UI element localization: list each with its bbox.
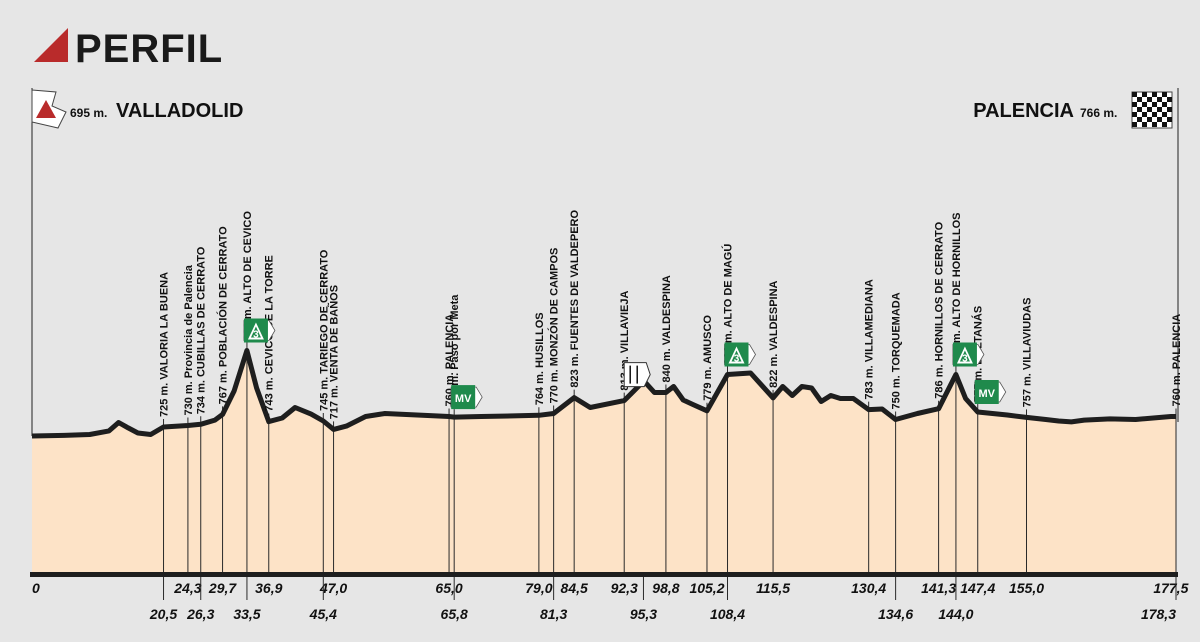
marker-label: 980 m. ALTO DE CEVICO — [242, 211, 254, 341]
marker-label: 900 m. ALTO DE MAGÚ — [722, 244, 735, 365]
marker-label: 822 m. VALDESPINA — [768, 280, 780, 387]
km-label-top: 29,7 — [208, 580, 237, 596]
finish-city: PALENCIA — [973, 100, 1074, 122]
marker-label: 730 m. Provincia de Palencia — [183, 264, 195, 415]
badge-text: MV — [978, 388, 995, 400]
km-label-top: 141,3 — [921, 580, 956, 596]
badge-text: 3 — [734, 354, 740, 365]
km-ticks-bottom: 20,5 26,3 33,5 45,4 65,8 81,3 95,3 108,4 134,6 14… — [149, 577, 1177, 622]
header: PERFIL — [34, 27, 223, 71]
badges: 3 MV 3 3 MV — [243, 318, 1007, 410]
x-axis: 0 24,3 29,7 36,9 47,0 65,0 79,0 84,5 92,3 98,8 105… — [30, 572, 1189, 622]
km-label-bottom: 95,3 — [630, 606, 657, 622]
badge-text: 3 — [962, 354, 968, 365]
page-title: PERFIL — [75, 27, 223, 71]
marker-label: 840 m. VALDESPINA — [661, 275, 673, 382]
climb-badge: 3 — [243, 318, 276, 343]
km-label-top: 84,5 — [561, 580, 588, 596]
km-label-top: 36,9 — [255, 580, 282, 596]
km-label-top: 147,4 — [960, 580, 995, 596]
km-label-bottom: 144,0 — [938, 606, 973, 622]
marker-label: 750 m. TORQUEMADA — [891, 292, 903, 409]
km-label-bottom: 26,3 — [186, 606, 214, 622]
marker-label: 757 m. VILLAVIUDAS — [1022, 298, 1034, 408]
km-label-bottom: 45,4 — [309, 606, 337, 622]
km-label-top: 115,5 — [756, 580, 790, 596]
marker-label: 770 m. MONZÓN DE CAMPOS — [548, 248, 561, 404]
finish-flag-icon — [1131, 91, 1173, 129]
km-label-top: 92,3 — [611, 580, 638, 596]
sprint-badge: MV — [974, 380, 1007, 404]
start-flag-icon — [31, 89, 67, 129]
marker-label: 734 m. CUBILLAS DE CERRATO — [196, 246, 208, 414]
marker-label: 725 m. VALORIA LA BUENA — [159, 272, 171, 417]
marker-label: 760 m. PALENCIA — [1171, 314, 1183, 407]
km-label-top: 65,0 — [435, 580, 462, 596]
km-ticks-top: 0 24,3 29,7 36,9 47,0 65,0 79,0 84,5 92,3 98,8 105… — [32, 580, 1189, 596]
km-label-top: 98,8 — [652, 580, 679, 596]
marker-label: 717 m. VENTA DE BAÑOS — [328, 285, 341, 419]
marker-label: 779 m. AMUSCO — [702, 315, 714, 401]
start-altitude: 695 m. — [70, 106, 107, 120]
marker-label: 823 m. FUENTES DE VALDEPERO — [569, 209, 581, 387]
km-label-top: 47,0 — [319, 580, 347, 596]
marker-lines — [163, 342, 1177, 574]
km-label-bottom: 20,5 — [149, 606, 177, 622]
km-label-top: 79,0 — [525, 580, 552, 596]
marker-label: 767 m. POBLACIÓN DE CERRATO — [217, 226, 230, 405]
marker-label: 745 m. TARIEGO DE CERRATO — [318, 249, 330, 411]
km-label-bottom: 81,3 — [540, 606, 567, 622]
marker-label: 766 m. Paso por Meta — [449, 294, 461, 407]
km-label-top: 130,4 — [851, 580, 886, 596]
badge-text: 3 — [253, 330, 259, 341]
km-label-top: 155,0 — [1009, 580, 1044, 596]
marker-label: 900 m. ALTO DE HORNILLOS — [951, 212, 963, 364]
km-label-top: 24,3 — [173, 580, 201, 596]
feed-zone-icon — [623, 362, 651, 388]
start-block: 695 m. VALLADOLID — [31, 88, 243, 436]
marker-labels: 725 m. VALORIA LA BUENA 730 m. Provincia … — [159, 209, 1183, 419]
km-label-bottom: 65,8 — [441, 606, 468, 622]
profile-fill — [32, 350, 1176, 574]
climb-badge: 3 — [952, 342, 985, 367]
km-label-top: 105,2 — [689, 580, 724, 596]
km-label-top: 0 — [32, 580, 40, 596]
axis-baseline — [30, 572, 1178, 577]
km-label-bottom: 178,3 — [1141, 606, 1176, 622]
km-label-top: 177,5 — [1153, 580, 1188, 596]
finish-block: PALENCIA 766 m. — [973, 88, 1179, 422]
marker-label: 783 m. VILLAMEDIANA — [864, 279, 876, 399]
start-city: VALLADOLID — [116, 100, 243, 122]
finish-altitude: 766 m. — [1080, 106, 1117, 120]
marker-label: 764 m. HUSILLOS — [534, 312, 546, 405]
marker-label: 786 m. HORNILLOS DE CERRATO — [934, 221, 946, 398]
km-label-bottom: 134,6 — [878, 606, 913, 622]
marker-label: 760 m. PALENCIA — [444, 314, 456, 407]
km-label-bottom: 33,5 — [233, 606, 260, 622]
badge-text: MV — [455, 393, 472, 405]
km-label-bottom: 108,4 — [710, 606, 745, 622]
header-logo-icon — [34, 28, 68, 62]
climb-badge: 3 — [724, 342, 756, 367]
sprint-badge: MV — [450, 385, 483, 410]
